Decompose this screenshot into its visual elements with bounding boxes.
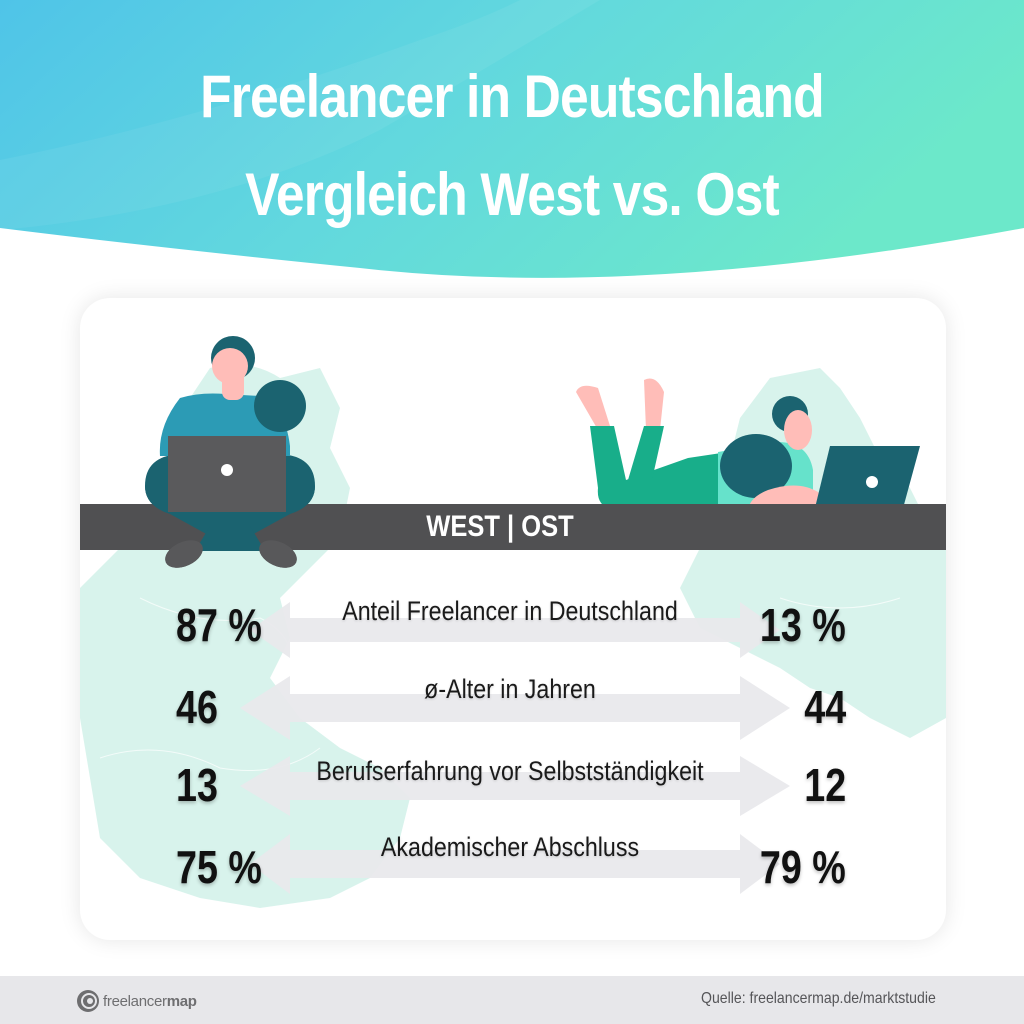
logo-text-light: freelancer [103,992,167,1010]
header-wave-background [0,0,1024,278]
west-value: 75 % [176,841,262,893]
comparison-row-age: ø-Alter in Jahren 46 44 [160,670,860,750]
ost-value: 79 % [760,841,846,893]
logo-text: freelancermap [103,993,197,1010]
ost-value: 44 [804,681,846,733]
comparison-row-experience: Berufserfahrung vor Selbstständigkeit 13… [160,750,860,830]
title-line-2: Vergleich West vs. Ost [245,161,780,228]
double-arrow-icon [250,602,780,658]
metric-label: ø-Alter in Jahren [424,674,596,704]
west-value: 46 [176,681,218,733]
ost-value: 12 [804,759,846,811]
double-arrow-icon [240,676,790,740]
freelancermap-logo[interactable]: freelancermap [76,988,197,1014]
page-title: Freelancer in Deutschland Vergleich West… [72,48,953,244]
title-line-1: Freelancer in Deutschland [200,63,825,130]
comparison-row-degree: Akademischer Abschluss 75 % 79 % [160,830,860,910]
woman-sitting-legs-overlay [145,486,315,568]
woman-lying-illustration [576,378,920,512]
header-banner: Freelancer in Deutschland Vergleich West… [0,0,1024,300]
source-link[interactable]: Quelle: freelancermap.de/marktstudie [701,990,936,1007]
west-value: 13 [176,759,218,811]
ost-value: 13 % [760,599,846,651]
comparison-row-share: Anteil Freelancer in Deutschland 87 % 13… [160,590,860,670]
footer: freelancermap Quelle: freelancermap.de/m… [0,976,1024,1024]
west-value: 87 % [176,599,262,651]
west-ost-label: WEST | OST [426,510,574,543]
metric-label: Anteil Freelancer in Deutschland [342,596,678,626]
metric-label: Berufserfahrung vor Selbstständigkeit [316,756,704,786]
double-arrow-icon [240,756,790,816]
globe-logo-icon [77,990,99,1012]
metric-label: Akademischer Abschluss [380,832,640,862]
double-arrow-icon [250,834,780,894]
logo-text-bold: map [166,992,197,1010]
